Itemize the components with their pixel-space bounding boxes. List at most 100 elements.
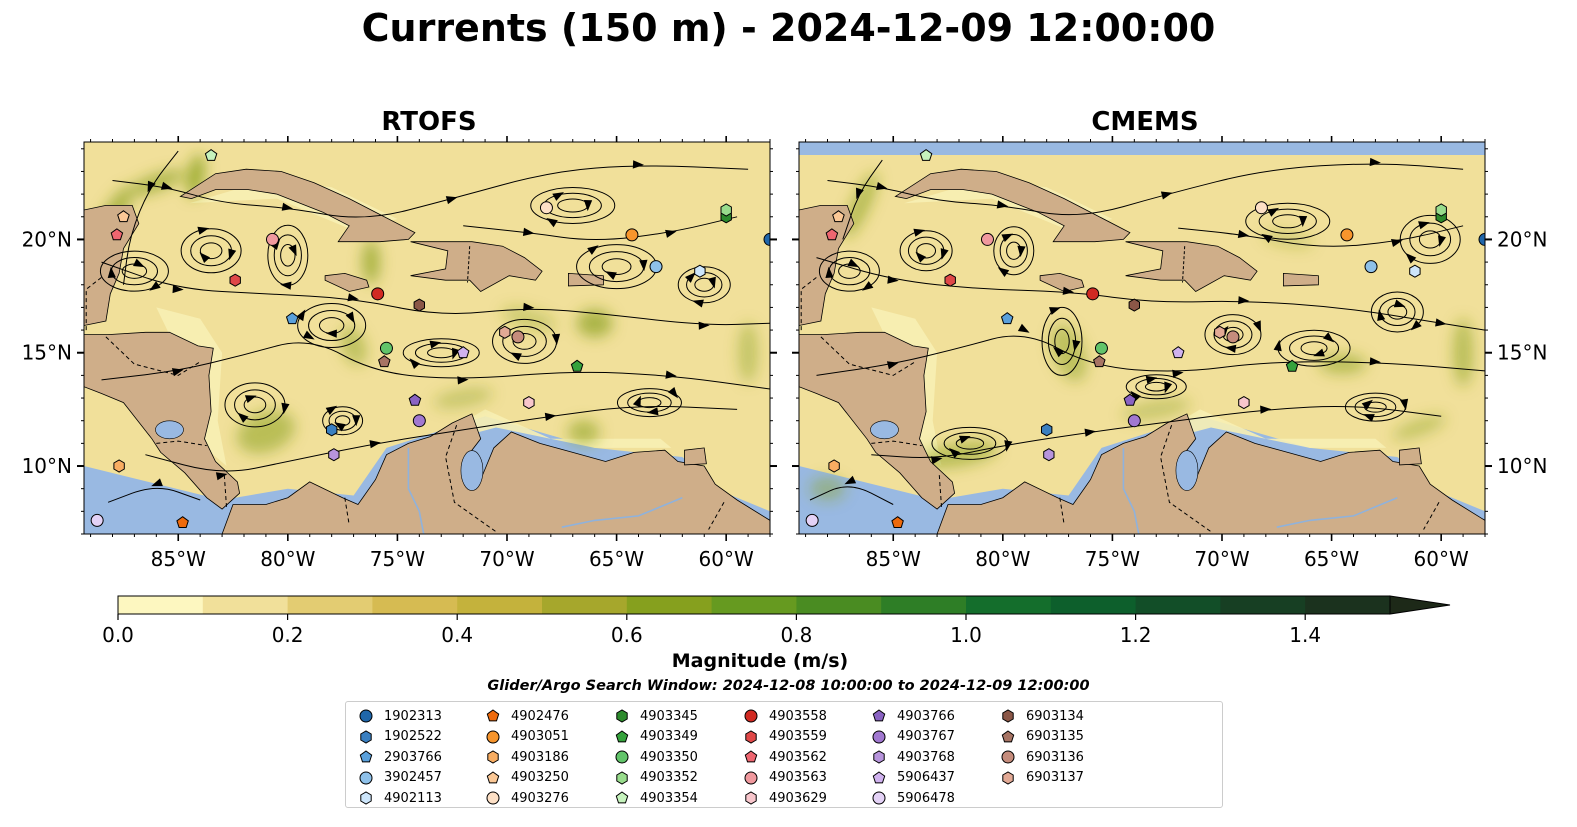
legend-marker <box>1002 770 1014 785</box>
float-marker <box>204 148 218 161</box>
flow-arrow <box>1072 339 1081 352</box>
land-centralAmerica <box>84 331 241 510</box>
river <box>561 496 683 528</box>
flow-arrow <box>237 412 249 423</box>
flow-arrow <box>199 252 211 263</box>
flow-arrow <box>1224 344 1237 353</box>
country-border <box>1059 497 1065 525</box>
colorbar-segment <box>796 596 882 614</box>
legend-marker-icon <box>359 771 373 784</box>
flow-arrow <box>1267 207 1279 217</box>
float-marker <box>919 148 933 161</box>
lon-tick-label: 70°W <box>1194 547 1249 571</box>
legend-item: 4903349 <box>612 727 698 747</box>
lon-tick-label: 60°W <box>1414 547 1469 571</box>
float-marker <box>379 341 393 355</box>
main-title: Currents (150 m) - 2024-12-09 12:00:00 <box>361 6 1216 50</box>
float-marker <box>1226 330 1240 344</box>
flow-arrow <box>1298 215 1308 227</box>
country-border <box>708 502 725 530</box>
legend-label: 3902457 <box>384 770 442 785</box>
legend-marker <box>744 771 758 784</box>
eddy-streamline <box>297 303 367 349</box>
legend-item: 4903354 <box>612 788 698 808</box>
float-marker <box>110 228 124 241</box>
eddy-streamline <box>199 242 223 260</box>
flow-arrow <box>1049 307 1061 315</box>
float-marker <box>1214 325 1226 339</box>
flow-arrow <box>1172 369 1184 378</box>
legend-marker <box>360 791 372 805</box>
legend-marker <box>616 770 628 785</box>
flow-arrow <box>215 472 228 481</box>
eddy-streamline <box>1409 222 1452 257</box>
flow-streamline <box>123 150 179 285</box>
legend-marker <box>872 709 886 722</box>
legend-label: 4903349 <box>640 729 698 744</box>
eddy-streamline <box>1258 208 1317 235</box>
flow-arrow <box>587 245 599 255</box>
float-marker <box>117 210 130 223</box>
legend-marker-icon <box>872 770 886 783</box>
float-marker <box>499 325 511 339</box>
legend-item: 4903558 <box>741 706 827 726</box>
land-hispaniola <box>1125 241 1258 292</box>
high-current-patch <box>576 309 613 338</box>
legend-label: 6903135 <box>1026 729 1084 744</box>
flow-arrow <box>583 200 593 212</box>
flow-arrow <box>1084 428 1096 437</box>
eddy-streamline <box>1204 314 1262 356</box>
flow-arrow <box>930 456 943 465</box>
legend-label: 6903134 <box>1026 708 1084 724</box>
country-border <box>445 425 497 533</box>
flow-arrow <box>1261 233 1273 244</box>
flow-arrow <box>1391 239 1403 247</box>
float-marker <box>1254 201 1268 215</box>
flow-arrow <box>296 309 306 322</box>
flow-arrow <box>1405 253 1417 264</box>
lon-tick-label: 75°W <box>370 547 425 571</box>
land-hispaniola <box>410 241 543 292</box>
colorbar-segment <box>372 596 458 614</box>
legend-item: 4903766 <box>869 706 955 726</box>
map-panel-rtofs: 85°W 80°W 75°W 70°W 65°W 60°W 10°N 15°N 20°N <box>22 136 777 571</box>
eddy-streamline <box>280 243 296 267</box>
flow-arrow <box>445 196 458 205</box>
legend-marker-icon <box>1001 750 1015 764</box>
land-puertoRico <box>568 272 604 287</box>
float-marker <box>285 312 299 325</box>
high-current-patch <box>127 170 185 196</box>
legend-marker <box>359 709 373 723</box>
flow-arrow <box>281 402 290 415</box>
lon-tick-label: 80°W <box>260 547 315 571</box>
float-marker <box>456 346 470 359</box>
country-border <box>938 475 942 507</box>
flow-arrow <box>1238 296 1250 305</box>
eddy-streamline <box>234 389 276 421</box>
legend-marker <box>486 791 500 805</box>
legend-label: 1902313 <box>384 708 442 724</box>
lat-tick-label: 15°N <box>22 341 72 365</box>
flow-arrow <box>862 281 874 291</box>
lake-maracaibo <box>1175 450 1199 491</box>
flow-arrow <box>1130 390 1141 402</box>
high-current-patch <box>236 410 295 454</box>
flow-arrow <box>1001 233 1014 242</box>
country-border <box>871 440 922 447</box>
legend-item: 4903563 <box>741 768 827 788</box>
flow-arrow <box>544 412 557 421</box>
legend-label: 4903250 <box>511 770 569 785</box>
flow-arrow <box>228 248 237 261</box>
float-marker <box>570 359 584 372</box>
flow-streamline <box>107 487 201 503</box>
flow-arrow <box>1253 320 1261 333</box>
legend-marker <box>359 750 373 763</box>
legend-item: 5906478 <box>869 788 955 808</box>
float-marker <box>1093 355 1106 368</box>
flow-arrow <box>1363 414 1375 422</box>
flow-arrow <box>151 478 163 487</box>
flow-arrow <box>1145 375 1158 384</box>
flow-streamline <box>101 261 770 326</box>
legend-marker <box>486 709 500 722</box>
flow-arrow <box>325 329 337 338</box>
